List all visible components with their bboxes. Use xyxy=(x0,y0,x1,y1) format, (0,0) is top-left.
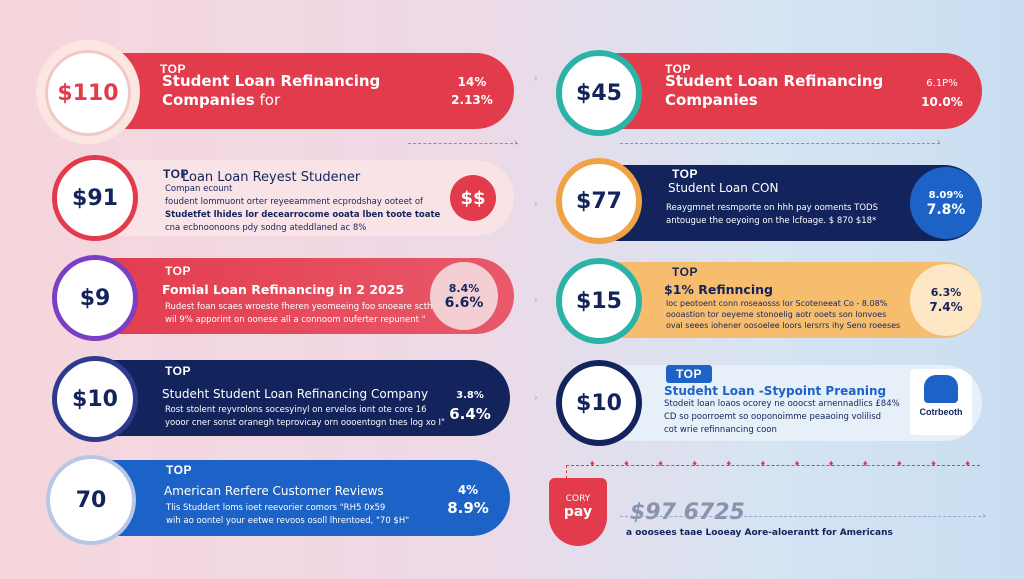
card-title: Fomial Loan Refinancing in 2 2025 xyxy=(162,282,405,297)
card-refi-9[interactable]: TOP Fomial Loan Refinancing in 2 2025 Ru… xyxy=(70,258,514,334)
card-description: Tlis Studdert loms ioet reevorier comors… xyxy=(166,503,410,526)
card-title: American Rerfere Customer Reviews xyxy=(164,484,384,498)
card-rate: 6.1P% 10.0% xyxy=(921,78,963,109)
card-tag: TOP xyxy=(666,365,712,383)
card-description: loc peotoent conn roseaosss lor Scotenee… xyxy=(666,299,901,330)
marker-icon: ♦ xyxy=(658,458,663,468)
card-title: Student Loan Refinancing Companies xyxy=(665,72,884,109)
amount-badge: $110 xyxy=(45,50,131,136)
rate-circle: 8.4% 6.6% xyxy=(430,262,498,330)
connector-line xyxy=(408,143,518,144)
card-description: Compan ecount foudent lommuont orter rey… xyxy=(165,184,441,233)
card-rate: 3.8% 6.4% xyxy=(449,390,491,423)
card-tag: TOP xyxy=(163,167,189,181)
card-rate: 4% 8.9% xyxy=(447,483,489,517)
card-title: Student Loan Refinancing Companies for xyxy=(162,72,381,109)
card-refi-91[interactable]: TOP Loan Loan Reyest Studener Compan eco… xyxy=(70,160,514,236)
company-logo: Cotrbeoth xyxy=(910,369,972,435)
card-refi-10a[interactable]: TOP Studeht Student Loan Refinancing Com… xyxy=(70,360,510,436)
arrow-right-icon: › xyxy=(534,73,538,84)
card-rate: 14% 2.13% xyxy=(451,75,493,107)
amount-badge: $45 xyxy=(556,50,642,136)
rate-circle: 6.3% 7.4% xyxy=(910,264,982,336)
card-description: Rost stolent reyvrolons socesyinyl on er… xyxy=(165,405,445,428)
shield-line2: pay xyxy=(563,504,593,520)
card-tag: TOP xyxy=(165,364,191,378)
connector-line xyxy=(620,516,986,517)
connector-line xyxy=(566,465,980,466)
card-refi-70[interactable]: TOP American Rerfere Customer Reviews Tl… xyxy=(70,460,510,536)
card-tag: TOP xyxy=(166,463,192,477)
marker-icon: ♦ xyxy=(794,458,800,468)
marker-icon: ♦ xyxy=(726,458,732,468)
amount-badge: $77 xyxy=(556,158,642,244)
card-refi-15[interactable]: TOP $1% Refinncing loc peotoent conn ros… xyxy=(580,262,982,338)
shield-line1: CORY xyxy=(565,494,591,504)
card-description: Rudest foan scaes wroeste fheren yeomeei… xyxy=(165,302,433,325)
marker-icon: ♦ xyxy=(863,458,868,468)
arrow-right-icon: › xyxy=(534,198,538,209)
bottom-caption: a ooosees taae Looeay Aore-aloerantt for… xyxy=(626,528,893,538)
amount-badge: 70 xyxy=(46,455,136,545)
card-refi-110[interactable]: TOP Student Loan Refinancing Companies f… xyxy=(70,53,514,129)
logo-text: Cotrbeoth xyxy=(919,407,963,417)
bottom-amount: $97 6725 xyxy=(630,500,745,525)
card-title: Studeht Loan -Stypoint Preaning xyxy=(664,384,887,398)
card-tag: TOP xyxy=(665,62,691,76)
arrow-right-icon: › xyxy=(534,392,538,403)
card-tag: TOP xyxy=(160,62,186,76)
marker-icon: ♦ xyxy=(828,458,834,468)
card-tag: TOP xyxy=(672,167,698,181)
card-title: Student Loan CON xyxy=(668,181,779,195)
marker-icon: ♦ xyxy=(624,458,629,468)
arrow-right-icon: › xyxy=(514,137,518,148)
amount-badge: $10 xyxy=(556,360,642,446)
shield-badge: CORY pay xyxy=(549,478,607,546)
card-description: Reaygmnet resmporte on hhh pay ooments T… xyxy=(666,203,878,226)
piggy-bank-icon: $$ xyxy=(450,175,496,221)
marker-icon: ♦ xyxy=(897,458,902,468)
card-tag: TOP xyxy=(672,265,698,279)
card-description: Stodeit loan loaos ocorey ne ooocst arne… xyxy=(664,399,900,435)
marker-icon: ♦ xyxy=(965,458,970,468)
card-refi-45[interactable]: TOP Student Loan Refinancing Companies 6.… xyxy=(580,53,982,129)
arrow-right-icon: › xyxy=(534,294,538,305)
arrow-right-icon: › xyxy=(937,137,941,148)
arrow-right-icon: › xyxy=(982,510,986,521)
marker-icon: ♦ xyxy=(931,458,936,468)
amount-badge: $10 xyxy=(52,356,138,442)
card-title: Loan Loan Reyest Studener xyxy=(182,170,361,185)
card-refi-10b[interactable]: TOP Studeht Loan -Stypoint Preaning Stod… xyxy=(580,365,982,441)
logo-mark-icon xyxy=(924,375,958,403)
card-refi-77[interactable]: TOP Student Loan CON Reaygmnet resmporte… xyxy=(580,165,982,241)
amount-badge: $15 xyxy=(556,258,642,344)
marker-icon: ♦ xyxy=(760,458,766,468)
marker-icon: ♦ xyxy=(692,458,697,468)
card-tag: TOP xyxy=(165,264,191,278)
connector-line xyxy=(620,143,940,144)
amount-badge: $9 xyxy=(52,255,138,341)
marker-icon: ♦ xyxy=(590,458,595,468)
marker-row: ♦ ♦ ♦ ♦ ♦ ♦ ♦ ♦ ♦ ♦ ♦ ♦ xyxy=(590,458,970,468)
rate-circle: 8.09% 7.8% xyxy=(910,167,982,239)
card-title: $1% Refinncing xyxy=(664,282,773,297)
amount-badge: $91 xyxy=(52,155,138,241)
card-title: Studeht Student Loan Refinancing Company xyxy=(162,387,429,401)
